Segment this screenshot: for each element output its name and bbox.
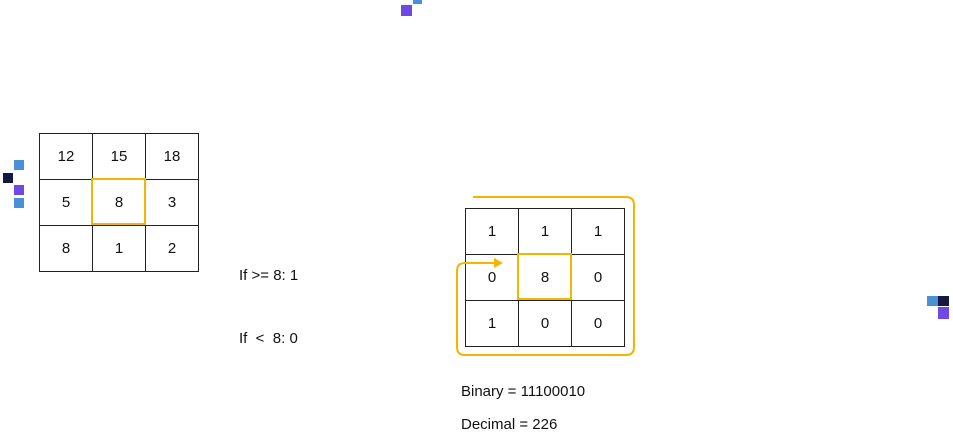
binary-cell: 0 (571, 300, 625, 347)
decor-square-left-purple (14, 185, 24, 195)
decor-square-right-navy (938, 296, 949, 306)
binary-result: Binary = 11100010 (461, 383, 586, 400)
threshold-rule: If >= 8: 1 If < 8: 0 (239, 223, 298, 370)
decor-square-left-blue-1 (14, 160, 24, 170)
decor-square-left-blue-2 (14, 198, 24, 208)
decor-square-top-purple (401, 5, 412, 16)
threshold-rule-line-1: If >= 8: 1 (239, 267, 299, 284)
decor-square-right-blue (927, 296, 938, 306)
decor-square-left-navy (3, 173, 13, 183)
traversal-path (456, 196, 635, 356)
decimal-result: Decimal = 226 (461, 416, 558, 433)
input-cell: 2 (145, 225, 199, 272)
decor-square-right-purple (938, 307, 949, 319)
threshold-rule-line-2: If < 8: 0 (239, 330, 298, 347)
decor-square-top-blue (413, 0, 422, 4)
arrowhead-icon (494, 258, 503, 268)
